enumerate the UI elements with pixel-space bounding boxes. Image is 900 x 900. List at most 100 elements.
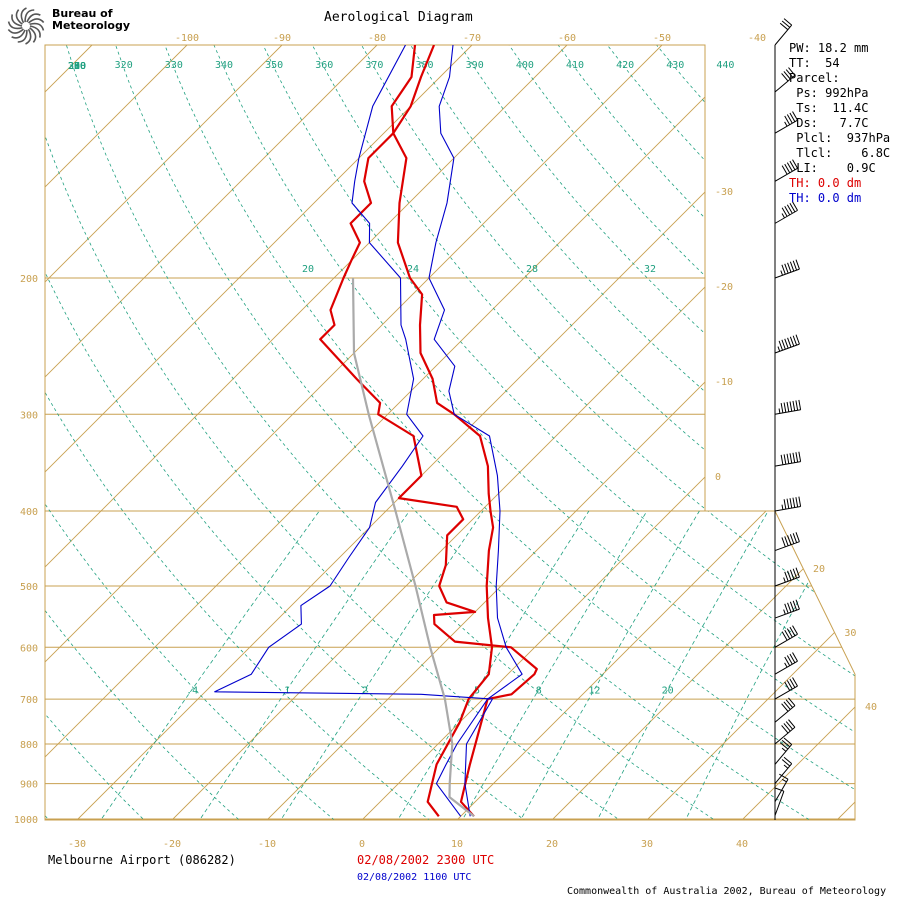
wind-barb-feather [783,18,793,26]
wind-barb-feather [783,701,791,710]
wind-barb-half-feather [781,213,785,219]
wind-barb-feather [784,205,791,216]
wind-barb-feather [789,202,796,213]
theta-label: 370 [365,60,383,71]
theta-label: 410 [566,60,584,71]
wind-barb-feather [792,159,798,169]
wind-barb-feather [798,399,802,410]
temperature-tick-top: -90 [273,33,291,44]
dry-adiabat-line [164,45,855,820]
temperature-tick-bottom: 30 [641,839,653,850]
wind-barb-feather [789,678,796,688]
wind-barb-feather [789,160,796,171]
wind-barb-feather [784,115,791,125]
wind-barb-feather [784,536,789,546]
info-panel: PW: 18.2 mm TT: 54 Parcel: Ps: 992hPa Ts: … [789,41,890,206]
logo-swirl-stroke [7,28,25,34]
theta-label: 400 [516,60,534,71]
wind-barb-feather [781,537,786,547]
wind-barb-feather [781,739,791,748]
temperature-tick-top: -50 [653,33,671,44]
wind-barb-half-feather [784,121,788,127]
mixing-ratio-label: 5 [474,685,480,696]
wind-barb-feather [781,264,786,275]
wind-barb-feather [795,452,799,463]
plot-border [44,44,856,821]
theta-label: 330 [165,60,183,71]
temperature-tick-right: -30 [715,187,733,198]
station-name: Melbourne Airport (086282) [48,853,236,867]
wind-barb-feather [792,111,798,121]
wind-barb-feather [787,262,792,273]
wind-barb-feather [781,339,786,350]
dry-adiabat-line [45,45,161,820]
wind-barb-feather [786,498,790,509]
wind-barb-feather [795,532,800,542]
wind-barb-feather [792,335,798,346]
wind-barb-feather [783,71,791,80]
time-previous: 02/08/2002 1100 UTC [357,872,472,883]
series-line [428,45,523,817]
wind-barb-staff [774,24,793,46]
wind-barb-feather [783,737,793,745]
wind-barb-feather [787,602,792,613]
chart-title: Aerological Diagram [324,10,473,25]
theta-label: 310 [68,61,86,72]
mixing-ratio-label: 2 [362,685,368,696]
wind-barb-feather [789,653,796,663]
dry-adiabat-line [361,45,855,820]
wind-barb-feather [785,699,794,708]
isotherm-line [45,45,758,820]
wind-barb-half-feather [781,504,784,510]
plot-frame [44,44,856,821]
isotherm-line [45,45,283,820]
pressure-tick-label: 300 [20,410,38,421]
wind-barb-feather [789,112,796,122]
wind-barb-staff [774,660,798,675]
info-th-blue: TH: 0.0 dm [789,191,862,205]
wind-barb-feather [781,73,789,82]
logo-swirl-stroke [20,7,27,24]
theta-label: 360 [315,60,333,71]
theta-label: 290 [68,61,86,72]
wind-barb-feather [788,67,796,76]
theta-e-label: 28 [526,264,538,275]
wind-barb-feather [786,162,793,172]
temperature-tick-bottom: -10 [258,839,276,850]
wind-barb-half-feather [783,764,789,769]
isotherm-line [266,45,855,820]
logo-swirl-stroke [29,22,45,31]
wind-barb-feather [789,453,793,464]
isotherm-line [551,45,855,820]
mixing-ratio-label: .4 [186,685,198,696]
temperature-tick-top: -100 [175,33,199,44]
wind-barb-staff [774,167,798,182]
temperature-tick-right: -10 [715,377,733,388]
wind-barb-staff [774,461,801,467]
logo-line1: Bureau of [52,7,113,20]
theta-label: 440 [716,60,734,71]
info-tt: TT: 54 [789,56,840,70]
wind-barb-feather [792,600,798,611]
wind-barb-feather [785,721,794,730]
temperature-tick-right: 30 [844,628,856,639]
temperature-tick-right: -20 [715,282,733,293]
wind-barb-feather [784,163,791,174]
temperature-tick-bottom: 40 [736,839,748,850]
temperature-tick-bottom: 0 [359,839,365,850]
info-th-red: TH: 0.0 dm [789,176,862,190]
isotherm-line [646,45,855,820]
wind-barb-feather [792,652,798,662]
dry-adiabat-line [45,45,450,820]
info-ps: Ps: 992hPa [789,86,869,100]
wind-barb-feather [784,571,789,582]
bureau-logo-text: Bureau of Meteorology [52,8,130,32]
wind-barb-staff [774,726,796,745]
isotherm-isobar-grid [45,45,855,820]
wind-barb-feather [778,340,783,351]
wind-barb-feather [784,338,789,349]
temperature-tick-right: 40 [865,702,877,713]
wind-barb-feather [774,787,785,792]
wind-barb-staff [774,763,793,784]
wind-barb-feather [788,697,796,706]
